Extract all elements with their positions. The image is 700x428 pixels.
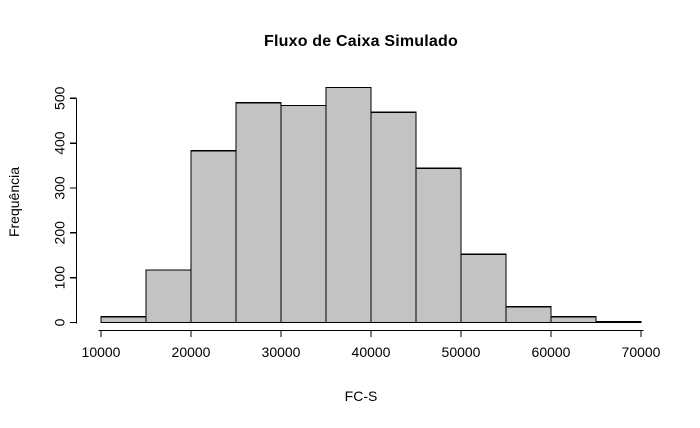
y-tick-label: 500 — [52, 86, 68, 110]
y-tick-label: 100 — [52, 266, 68, 290]
histogram-bar — [550, 316, 597, 324]
x-tick-label: 10000 — [82, 344, 121, 360]
y-axis-label: Frequência — [6, 166, 22, 238]
x-tick-label: 40000 — [352, 344, 391, 360]
x-tick-label: 30000 — [262, 344, 301, 360]
y-tick-label: 300 — [52, 176, 68, 200]
histogram-bar — [280, 104, 327, 324]
x-tick-label: 20000 — [172, 344, 211, 360]
histogram-bar — [325, 86, 372, 324]
histogram-bar — [595, 321, 642, 324]
x-tick-label: 60000 — [532, 344, 571, 360]
x-tick-label: 70000 — [622, 344, 661, 360]
histogram-bar — [235, 102, 282, 324]
histogram-bar — [190, 150, 237, 324]
histogram-bar — [100, 316, 147, 324]
x-tick-label: 50000 — [442, 344, 481, 360]
histogram-bar — [415, 167, 462, 324]
y-tick-label: 200 — [52, 221, 68, 245]
histogram-bar — [505, 306, 552, 324]
histogram-bar — [370, 111, 417, 324]
histogram-bar — [460, 253, 507, 324]
y-tick-label: 400 — [52, 131, 68, 155]
y-tick-label: 0 — [52, 318, 68, 326]
chart-title: Fluxo de Caixa Simulado — [264, 33, 458, 50]
histogram-bar — [145, 269, 192, 324]
x-axis-label: FC-S — [344, 388, 378, 404]
